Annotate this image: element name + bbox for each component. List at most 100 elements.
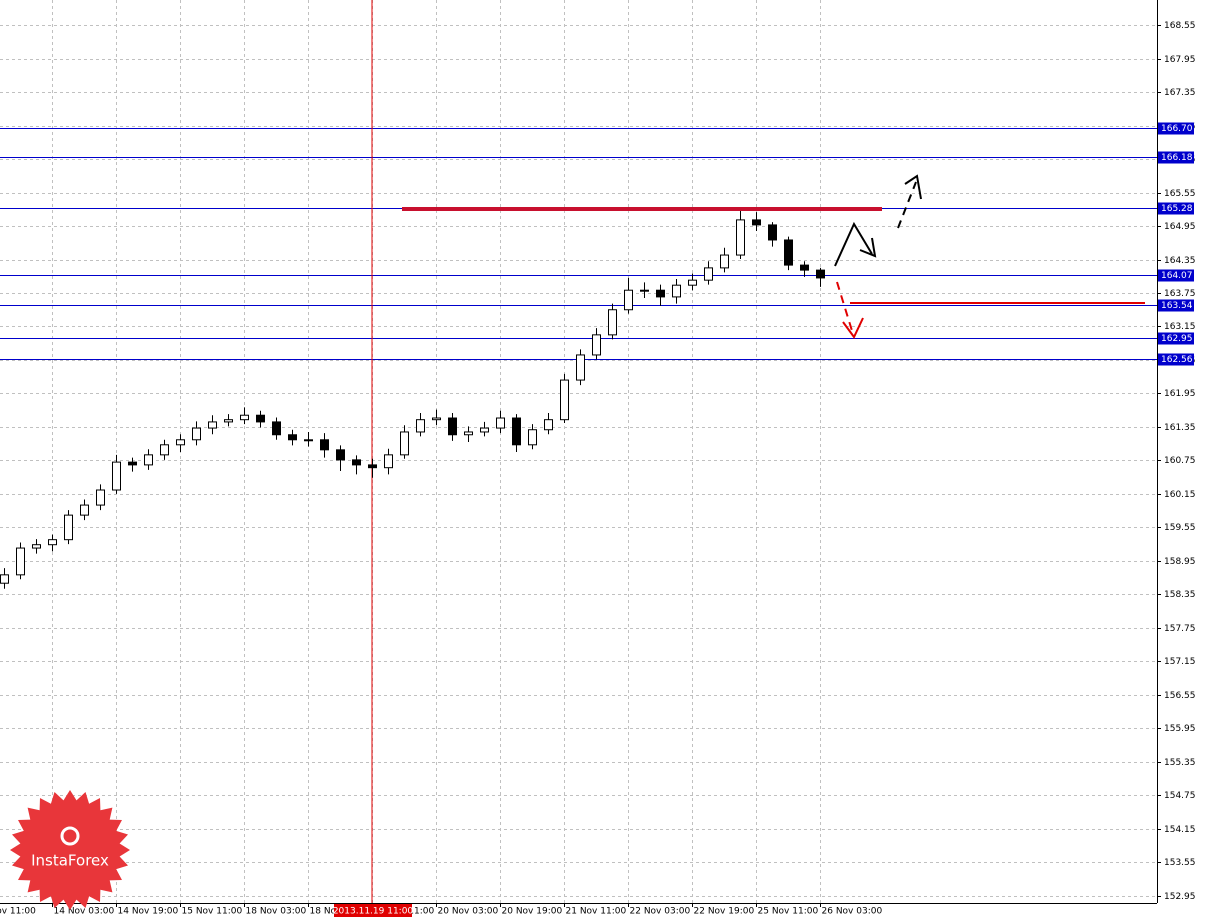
y-tick-label: 155.35 (1164, 758, 1196, 768)
x-tick-label: 21 Nov 11:00 (566, 907, 627, 917)
candle-body (688, 279, 697, 286)
candle-body (64, 514, 73, 541)
level-label: 162.56 (1161, 355, 1193, 365)
y-tick-label: 152.95 (1164, 892, 1196, 902)
level-label: 162.95 (1161, 334, 1193, 344)
arrow-head (842, 317, 864, 339)
candle-body (304, 439, 313, 442)
candles (0, 210, 825, 589)
candle-body (592, 334, 601, 356)
level-label: 166.18 (1161, 153, 1193, 163)
candle-body (384, 454, 393, 469)
y-tick-label: 158.95 (1164, 557, 1196, 567)
candle-body (320, 439, 329, 451)
candle-body (240, 414, 249, 421)
y-tick-label: 161.35 (1164, 423, 1196, 433)
level-label-box (1158, 269, 1194, 282)
cursor-label-box (334, 904, 412, 917)
level-label: 164.07 (1161, 271, 1193, 281)
y-tick-label: 154.75 (1164, 791, 1196, 801)
x-tick-label: 22 Nov 19:00 (694, 907, 755, 917)
candle-body (640, 289, 649, 292)
candle-body (272, 421, 281, 436)
logo-text: InstaForex (31, 852, 109, 870)
logo-icon (60, 826, 80, 846)
y-tick-label: 168.55 (1164, 21, 1196, 31)
candle-body (208, 421, 217, 429)
candle-body (160, 444, 169, 456)
y-tick-label: 164.35 (1164, 256, 1196, 266)
candle-body (112, 461, 121, 491)
y-tick-label: 154.15 (1164, 825, 1196, 835)
candle-body (0, 574, 9, 584)
y-tick-label: 163.75 (1164, 289, 1196, 299)
candle-body (752, 219, 761, 226)
candle-body (192, 427, 201, 441)
candle-body (432, 417, 441, 421)
candle-body (256, 414, 265, 423)
candle-body (736, 219, 745, 256)
axis-labels: 152.95 153.55 154.15 154.75 155.35 155.95 156.… (0, 21, 1196, 917)
candle-body (16, 547, 25, 576)
candle-body (144, 454, 153, 466)
level-label-box (1158, 202, 1194, 215)
candle-body (464, 431, 473, 436)
candle-body (496, 417, 505, 429)
x-tick-label: 26 Nov 03:00 (822, 907, 883, 917)
candle-body (560, 379, 569, 421)
candle-body (624, 289, 633, 311)
x-tick-label: 25 Nov 11:00 (758, 907, 819, 917)
candle-body (400, 431, 409, 456)
level-label-box (1158, 353, 1194, 366)
candle-body (528, 429, 537, 446)
y-tick-label: 160.75 (1164, 456, 1196, 466)
y-tick-label: 160.15 (1164, 490, 1196, 500)
x-tick-label: 14 Nov 03:00 (54, 907, 115, 917)
y-tick-label: 157.15 (1164, 657, 1196, 667)
level-label: 165.28 (1161, 204, 1193, 214)
arrow-head (904, 174, 922, 200)
candle-body (768, 224, 777, 241)
y-tick-label: 157.75 (1164, 624, 1196, 634)
x-tick-label: 20 Nov 19:00 (502, 907, 563, 917)
arrow-down-dashed (836, 281, 854, 335)
candle-body (176, 439, 185, 446)
level-label: 163.54 (1161, 301, 1193, 311)
candle-body (96, 489, 105, 506)
candle-body (720, 254, 729, 269)
candle-body (32, 544, 41, 549)
y-tick-label: 159.55 (1164, 523, 1196, 533)
x-tick-label: 15 Nov 11:00 (182, 907, 243, 917)
level-label-box (1158, 332, 1194, 345)
y-tick-label: 153.55 (1164, 858, 1196, 868)
candle-body (448, 417, 457, 436)
candle-body (416, 419, 425, 433)
x-tick-label: 20 Nov 03:00 (438, 907, 499, 917)
logo: InstaForex (10, 790, 130, 910)
level-label-box (1158, 299, 1194, 312)
candle-body (368, 464, 377, 469)
y-tick-label: 165.55 (1164, 189, 1196, 199)
level-label: 166.70 (1161, 124, 1193, 134)
candle-body (608, 309, 617, 336)
level-label-box (1158, 151, 1194, 164)
candle-body (800, 264, 809, 271)
candle-body (48, 539, 57, 546)
candle-body (288, 434, 297, 441)
candle-body (544, 419, 553, 431)
candle-body (656, 289, 665, 298)
arrow-head (859, 237, 877, 258)
candle-body (816, 269, 825, 279)
y-tick-label: 167.95 (1164, 55, 1196, 65)
y-tick-label: 167.35 (1164, 88, 1196, 98)
x-tick-label: 22 Nov 03:00 (630, 907, 691, 917)
candle-body (128, 461, 137, 466)
logo-badge (10, 790, 130, 910)
cursor-label: 2013.11.19 11:00 (333, 907, 414, 917)
y-tick-label: 156.55 (1164, 691, 1196, 701)
candle-body (672, 284, 681, 298)
candle-body (512, 417, 521, 446)
